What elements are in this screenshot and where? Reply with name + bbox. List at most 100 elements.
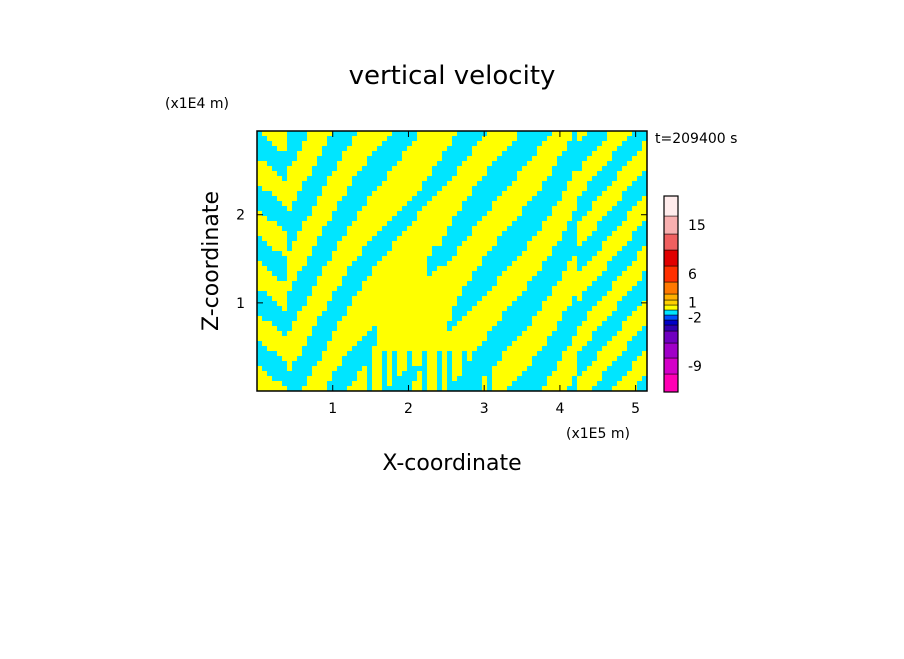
downward-band <box>627 341 647 346</box>
downward-band <box>507 146 537 151</box>
downward-band <box>272 166 287 171</box>
downward-band <box>382 226 407 231</box>
downward-band <box>432 246 457 251</box>
downward-band <box>257 241 267 246</box>
y-scale-label: (x1E4 m) <box>165 96 229 112</box>
downward-band <box>262 366 287 371</box>
downward-band <box>257 201 282 206</box>
downward-band <box>562 151 592 156</box>
downward-band <box>292 286 312 291</box>
downward-band <box>597 226 617 231</box>
downward-band <box>572 301 597 306</box>
downward-band <box>317 161 337 166</box>
downward-band <box>587 186 607 191</box>
downward-band <box>257 301 277 306</box>
downward-band <box>367 161 397 166</box>
downward-band <box>372 236 397 241</box>
downward-band <box>257 291 267 296</box>
downward-band <box>257 341 262 346</box>
downward-band <box>282 176 287 181</box>
downward-band <box>437 366 442 371</box>
downward-band <box>432 251 457 256</box>
downward-band <box>457 211 487 216</box>
downward-band <box>627 186 647 191</box>
downward-band <box>287 301 307 306</box>
downward-band <box>257 351 277 356</box>
downward-band <box>267 371 312 376</box>
downward-band <box>462 356 467 361</box>
colorbar-level <box>663 309 679 316</box>
colorbar-label: 15 <box>688 218 706 234</box>
downward-band <box>597 276 617 281</box>
downward-band <box>497 156 532 161</box>
downward-band <box>297 356 322 361</box>
downward-band <box>262 316 297 321</box>
downward-band <box>487 171 517 176</box>
downward-band <box>607 266 627 271</box>
downward-band <box>452 306 472 311</box>
downward-band <box>462 291 487 296</box>
downward-band <box>307 261 327 266</box>
downward-band <box>592 336 612 341</box>
downward-band <box>512 221 542 226</box>
downward-band <box>422 186 442 191</box>
downward-band <box>642 326 647 331</box>
downward-band <box>457 301 477 306</box>
downward-band <box>502 151 537 156</box>
downward-band <box>357 171 387 176</box>
downward-band <box>277 171 287 176</box>
downward-band <box>567 386 577 391</box>
downward-band <box>477 266 507 271</box>
downward-band <box>642 276 647 281</box>
downward-band <box>472 186 507 191</box>
colorbar-level <box>663 299 679 306</box>
downward-band <box>637 381 647 386</box>
downward-band <box>277 276 287 281</box>
downward-band <box>592 281 612 286</box>
downward-band <box>472 356 502 361</box>
downward-band <box>622 191 647 196</box>
downward-band <box>367 241 392 246</box>
downward-band <box>327 386 347 391</box>
downward-band <box>587 236 607 241</box>
downward-band <box>397 211 417 216</box>
downward-band <box>597 381 617 386</box>
downward-band <box>347 266 372 271</box>
downward-band <box>612 151 637 156</box>
downward-band <box>382 386 412 391</box>
downward-band <box>592 231 612 236</box>
downward-band <box>577 356 597 361</box>
downward-band <box>352 261 377 266</box>
downward-band <box>577 366 587 371</box>
downward-band <box>272 376 307 381</box>
downward-band <box>282 331 287 336</box>
downward-band <box>452 136 482 141</box>
downward-band <box>507 226 542 231</box>
downward-band <box>287 386 302 391</box>
y-axis-label: Z-coordinate <box>199 191 224 331</box>
downward-band <box>392 351 397 356</box>
downward-band <box>447 386 482 391</box>
downward-band <box>612 256 637 261</box>
downward-band <box>452 141 477 146</box>
downward-band <box>472 191 502 196</box>
downward-band <box>512 381 547 386</box>
downward-band <box>437 356 442 361</box>
downward-band <box>487 376 492 381</box>
downward-band <box>507 306 542 311</box>
downward-band <box>322 231 347 236</box>
downward-band <box>392 366 397 371</box>
downward-band <box>517 131 552 136</box>
downward-band <box>312 171 332 176</box>
downward-band <box>257 131 262 136</box>
downward-band <box>462 351 467 356</box>
downward-band <box>287 136 307 141</box>
downward-band <box>327 301 352 306</box>
downward-band <box>337 206 362 211</box>
colorbar-level <box>663 319 679 326</box>
downward-band <box>317 321 337 326</box>
downward-band <box>447 231 472 236</box>
downward-band <box>302 346 327 351</box>
downward-band <box>632 236 647 241</box>
downward-band <box>457 376 482 381</box>
